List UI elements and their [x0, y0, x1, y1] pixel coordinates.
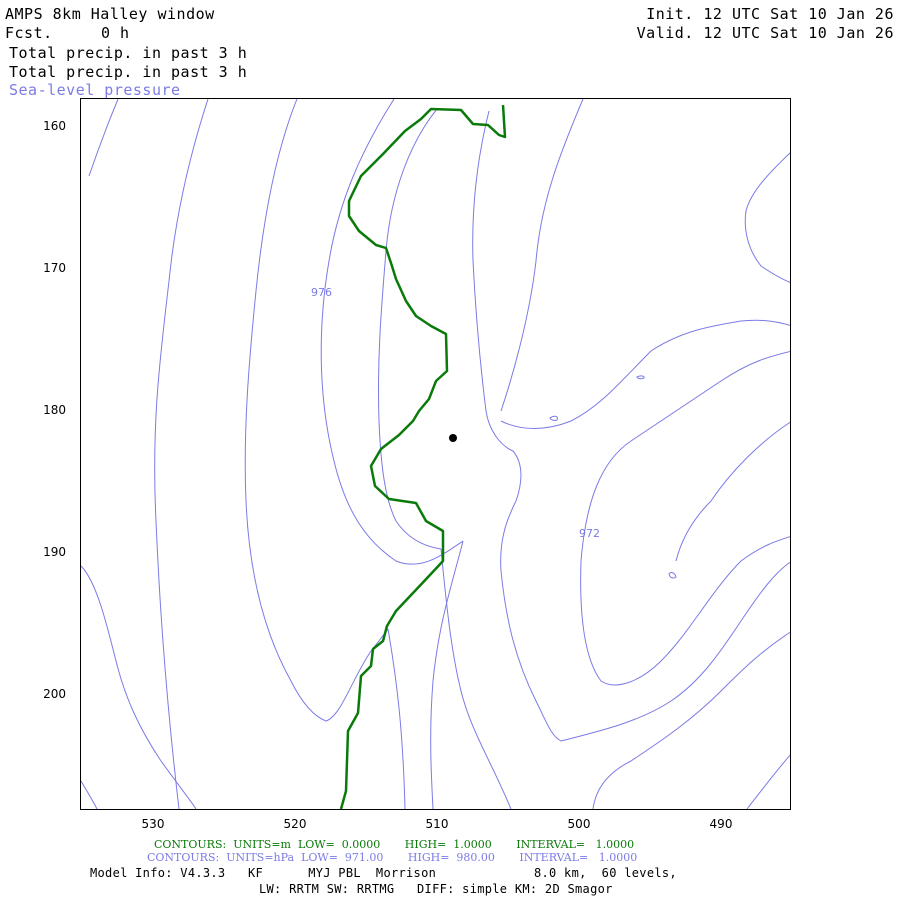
- x-tick-500: 500: [567, 817, 591, 831]
- forecast-label: Fcst.: [5, 24, 53, 42]
- x-tick-520: 520: [283, 817, 307, 831]
- x-tick-490: 490: [709, 817, 733, 831]
- pressure-contour-info: CONTOURS: UNITS=hPa LOW= 971.00 HIGH= 98…: [147, 851, 638, 864]
- contour-label-976: 976: [311, 286, 332, 299]
- field-label-1: Total precip. in past 3 h: [9, 44, 248, 62]
- forecast-hour: 0 h: [101, 24, 130, 42]
- field-label-3: Sea-level pressure: [9, 81, 181, 99]
- y-tick-170: 170: [43, 261, 66, 275]
- precip-contour-info: CONTOURS: UNITS=m LOW= 0.0000 HIGH= 1.00…: [154, 838, 635, 851]
- x-tick-530: 530: [141, 817, 165, 831]
- y-tick-200: 200: [43, 687, 66, 701]
- y-tick-180: 180: [43, 403, 66, 417]
- y-tick-160: 160: [43, 119, 66, 133]
- contour-label-972: 972: [579, 527, 600, 540]
- map-title: AMPS 8km Halley window: [5, 5, 215, 23]
- pressure-contours: [81, 99, 790, 809]
- init-time: Init. 12 UTC Sat 10 Jan 26: [646, 5, 894, 23]
- contour-map: 976 972: [81, 99, 790, 809]
- model-info-physics: LW: RRTM SW: RRTMG DIFF: simple KM: 2D S…: [259, 882, 613, 896]
- y-tick-190: 190: [43, 545, 66, 559]
- map-plot-area: 976 972: [80, 98, 791, 810]
- x-tick-510: 510: [425, 817, 449, 831]
- valid-time: Valid. 12 UTC Sat 10 Jan 26: [636, 24, 894, 42]
- station-marker: [449, 434, 457, 442]
- field-label-2: Total precip. in past 3 h: [9, 63, 248, 81]
- precip-contour: [339, 104, 507, 809]
- model-info: Model Info: V4.3.3 KF MYJ PBL Morrison 8…: [90, 866, 677, 880]
